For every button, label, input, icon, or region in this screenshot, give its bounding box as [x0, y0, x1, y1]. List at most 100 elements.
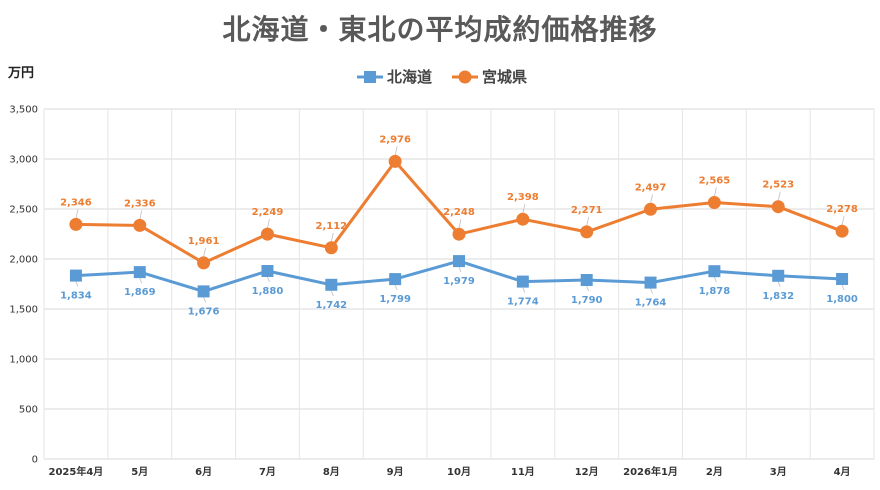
- data-point: [835, 224, 849, 238]
- data-label-leader: [203, 247, 207, 257]
- data-point: [772, 269, 785, 282]
- legend-label-1: 北海道: [387, 68, 432, 86]
- y-axis-unit-label: 万円: [8, 66, 35, 81]
- x-tick-label: 6月: [195, 466, 212, 478]
- x-tick-label: 9月: [387, 466, 404, 478]
- data-label: 1,834: [60, 291, 92, 302]
- data-label-leader: [777, 191, 781, 201]
- data-label-leader: [586, 216, 590, 226]
- x-tick-label: 10月: [447, 466, 471, 478]
- y-tick-label: 500: [19, 405, 38, 416]
- x-tick-label: 8月: [323, 466, 340, 478]
- data-label: 2,976: [379, 134, 411, 145]
- data-label: 1,880: [252, 286, 284, 297]
- data-label-leader: [330, 232, 334, 242]
- data-point: [516, 275, 529, 288]
- data-point: [708, 265, 721, 278]
- x-tick-label: 5月: [131, 466, 148, 478]
- chart-title: 北海道・東北の平均成約価格推移: [222, 13, 658, 46]
- data-label: 1,800: [826, 294, 858, 305]
- y-tick-label: 3,500: [9, 105, 38, 116]
- data-point: [453, 255, 465, 268]
- data-label: 1,869: [124, 287, 156, 298]
- data-label-leader: [714, 277, 717, 283]
- x-tick-label: 11月: [511, 466, 535, 478]
- data-label-leader: [522, 287, 526, 293]
- data-label: 2,523: [762, 180, 794, 191]
- data-label: 1,764: [635, 298, 667, 309]
- data-point: [69, 217, 83, 231]
- data-point: [771, 200, 785, 214]
- data-point: [836, 273, 849, 285]
- data-point: [580, 225, 594, 239]
- data-label: 2,278: [826, 204, 858, 215]
- data-point: [261, 265, 274, 277]
- data-label: 1,961: [188, 236, 220, 247]
- x-tick-label: 2025年4月: [49, 465, 104, 478]
- data-point: [389, 273, 402, 286]
- data-point: [644, 276, 657, 289]
- data-label-leader: [330, 290, 334, 296]
- data-label-leader: [458, 266, 462, 273]
- data-point: [324, 241, 338, 255]
- data-label: 2,565: [699, 176, 731, 187]
- data-label-leader: [650, 288, 653, 294]
- data-label-leader: [75, 281, 79, 287]
- data-point: [707, 196, 721, 209]
- data-label: 1,774: [507, 297, 539, 308]
- y-tick-label: 2,000: [9, 255, 38, 266]
- data-label-leader: [458, 219, 462, 229]
- data-label-leader: [586, 285, 590, 292]
- data-label: 1,790: [571, 295, 603, 306]
- data-label: 1,832: [762, 291, 794, 302]
- data-point: [644, 202, 658, 216]
- data-point: [516, 212, 530, 226]
- data-label: 2,249: [252, 207, 284, 218]
- x-tick-label: 2026年1月: [623, 465, 678, 478]
- y-tick-label: 1,000: [9, 355, 38, 366]
- legend-label-2: 宮城県: [482, 68, 527, 86]
- data-label: 1,979: [443, 276, 475, 287]
- data-point: [388, 154, 402, 168]
- data-point: [325, 278, 338, 291]
- data-label: 2,346: [60, 197, 92, 208]
- x-tick-label: 7月: [259, 466, 276, 478]
- data-label-leader: [267, 276, 270, 283]
- data-label: 2,336: [124, 198, 156, 209]
- data-label-leader: [777, 281, 781, 287]
- data-label-leader: [713, 187, 717, 197]
- data-point: [197, 256, 211, 270]
- data-label-leader: [139, 210, 143, 220]
- data-point: [452, 227, 466, 241]
- y-tick-label: 2,500: [9, 205, 38, 216]
- data-point: [197, 285, 210, 298]
- data-label-leader: [841, 284, 845, 291]
- x-tick-label: 4月: [834, 466, 851, 478]
- data-point: [580, 274, 593, 286]
- legend-marker-2: [458, 70, 472, 84]
- x-tick-label: 3月: [770, 466, 787, 478]
- data-label: 1,878: [699, 286, 731, 297]
- data-label-leader: [650, 194, 653, 204]
- y-tick-label: 3,000: [9, 155, 38, 166]
- x-tick-label: 12月: [575, 466, 599, 478]
- data-label-leader: [75, 209, 79, 219]
- data-label-leader: [841, 216, 845, 226]
- data-label: 1,742: [315, 300, 347, 311]
- data-label-leader: [267, 219, 270, 229]
- data-label: 1,799: [379, 294, 411, 305]
- data-point: [133, 266, 146, 279]
- data-label: 2,497: [635, 182, 667, 193]
- y-tick-label: 0: [32, 455, 38, 466]
- data-label: 2,271: [571, 205, 603, 216]
- y-tick-label: 1,500: [9, 305, 38, 316]
- data-label: 2,398: [507, 192, 539, 203]
- legend-marker-1: [364, 71, 376, 83]
- data-label: 2,112: [315, 221, 347, 232]
- data-label-leader: [522, 204, 526, 214]
- data-point: [69, 269, 82, 282]
- data-label: 2,248: [443, 207, 475, 218]
- data-point: [133, 218, 147, 232]
